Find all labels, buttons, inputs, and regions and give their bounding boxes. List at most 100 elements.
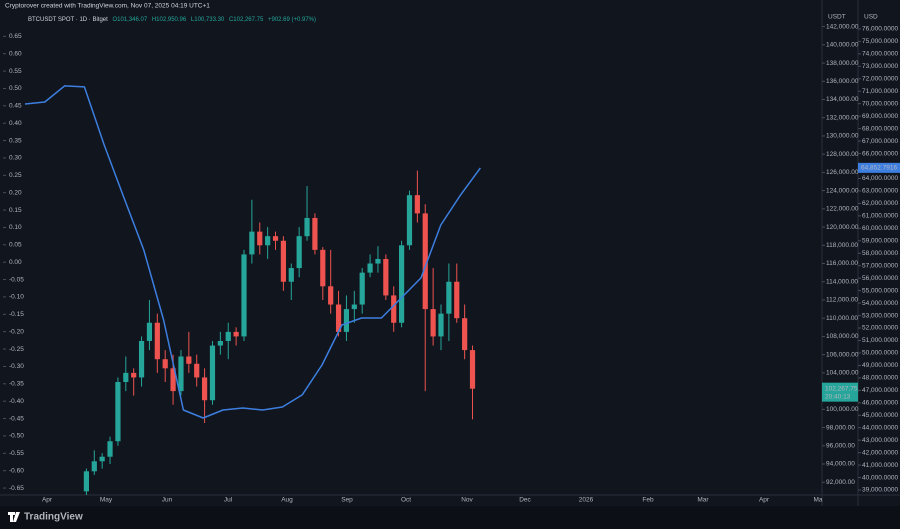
- tick-label: 132,000.00: [826, 114, 859, 121]
- candle-body: [280, 240, 286, 282]
- candle-body: [233, 331, 239, 337]
- logo-icon: [8, 512, 20, 522]
- candle-body: [446, 281, 452, 314]
- tick-label: 0.55: [9, 68, 22, 75]
- plot-area: [25, 85, 482, 495]
- tick-label: 122,000.00: [826, 206, 859, 213]
- candle-body: [178, 356, 184, 392]
- tick-label: 120,000.00: [826, 224, 859, 231]
- symbol-line: BTCUSDT SPOT · 1D · Bitget O101,346.07 H…: [28, 17, 316, 23]
- tick-label: -0.15: [9, 311, 24, 318]
- tick-label: 44,000.0000: [862, 424, 899, 431]
- candle-body: [209, 345, 216, 401]
- axis2-title: USD: [864, 14, 878, 21]
- tick-label: 136,000.00: [826, 78, 859, 85]
- tick-label: 138,000.00: [826, 60, 859, 67]
- tick-label: 106,000.00: [826, 351, 859, 358]
- tick-label: 98,000.00: [826, 424, 855, 431]
- candle-body: [107, 441, 113, 457]
- candle-body: [320, 249, 326, 287]
- candle-body: [288, 268, 294, 282]
- price-label-box: [822, 382, 858, 402]
- tick-label: 0.05: [9, 242, 22, 249]
- candle-body: [343, 309, 350, 332]
- candle-body: [146, 322, 153, 341]
- x-tick-label: Apr: [42, 497, 53, 504]
- candle-body: [194, 363, 200, 378]
- x-tick-label: Jun: [162, 497, 173, 504]
- candle-body: [131, 372, 137, 378]
- ohlc-high: H102,950.96: [152, 17, 187, 23]
- indicator-label-box: [858, 162, 900, 173]
- x-tick-label: Ma: [813, 497, 822, 504]
- tick-label: 0.20: [9, 189, 22, 196]
- candle-body: [265, 236, 271, 246]
- candle-body: [138, 340, 145, 378]
- tick-label: -0.05: [9, 276, 24, 283]
- tick-label: 72,000.0000: [862, 76, 899, 83]
- tick-label: -0.25: [9, 346, 24, 353]
- candle-body: [249, 231, 255, 255]
- tick-label: 74,000.0000: [862, 51, 899, 58]
- ohlc-low: L100,733.30: [191, 17, 225, 23]
- tick-label: 96,000.00: [826, 443, 855, 450]
- tick-label: 40,000.0000: [862, 474, 899, 481]
- tick-label: -0.40: [9, 398, 24, 405]
- candle-body: [217, 340, 223, 346]
- candle-body: [304, 217, 310, 237]
- chart-background: [0, 0, 900, 506]
- x-tick-label: Aug: [281, 497, 293, 504]
- tick-label: -0.45: [9, 415, 24, 422]
- tick-label: 69,000.0000: [862, 113, 899, 120]
- tick-label: 0.50: [9, 85, 22, 92]
- candle-body: [469, 350, 476, 389]
- tick-label: 0.35: [9, 137, 22, 144]
- tick-label: 130,000.00: [826, 133, 859, 140]
- tick-label: 0.60: [9, 50, 22, 57]
- tick-label: 142,000.00: [826, 23, 859, 30]
- tick-label: 140,000.00: [826, 42, 859, 49]
- ohlc-change: +902.69 (+0.97%): [268, 17, 316, 23]
- tick-label: -0.30: [9, 363, 24, 370]
- tick-label: 63,000.0000: [862, 188, 899, 195]
- candle-body: [123, 372, 129, 382]
- candle-body: [186, 356, 192, 364]
- tick-label: 45,000.0000: [862, 412, 899, 419]
- candle-body: [154, 322, 160, 360]
- tick-label: 76,000.0000: [862, 26, 899, 33]
- tick-label: -0.60: [9, 467, 24, 474]
- tick-label: 104,000.00: [826, 370, 859, 377]
- tick-label: 64,000.0000: [862, 175, 899, 182]
- x-tick-label: Apr: [759, 497, 770, 504]
- candle-body: [170, 368, 176, 392]
- tick-label: 134,000.00: [826, 96, 859, 103]
- tick-label: 70,000.0000: [862, 100, 899, 107]
- candle-body: [462, 318, 468, 351]
- tick-label: 100,000.00: [826, 406, 859, 413]
- tick-label: 116,000.00: [826, 260, 858, 267]
- price-label: 102,267.75: [825, 385, 858, 392]
- tick-label: 0.65: [9, 33, 22, 40]
- tick-label: 108,000.00: [826, 333, 859, 340]
- candle-body: [257, 231, 263, 246]
- candle-body: [454, 281, 460, 319]
- candle-body: [438, 313, 444, 337]
- tick-label: 0.15: [9, 207, 22, 214]
- tick-label: 39,000.0000: [862, 487, 899, 494]
- footer: [0, 506, 900, 529]
- tick-label: -0.65: [9, 485, 24, 492]
- x-tick-label: 2026: [579, 497, 594, 504]
- axis-title: USDT: [828, 14, 846, 21]
- tick-label: 73,000.0000: [862, 63, 899, 70]
- tick-label: 110,000.00: [826, 315, 858, 322]
- tick-label: 47,000.0000: [862, 387, 899, 394]
- candle-body: [414, 195, 420, 214]
- tick-label: 60,000.0000: [862, 225, 899, 232]
- x-tick-label: Dec: [519, 497, 531, 504]
- tick-label: 128,000.00: [826, 151, 859, 158]
- symbol: BTCUSDT SPOT · 1D · Bitget: [28, 17, 108, 23]
- tick-label: 92,000.00: [826, 479, 855, 486]
- tick-label: -0.55: [9, 450, 24, 457]
- credit: Cryptorover created with TradingView.com…: [5, 3, 210, 10]
- tick-label: 50,000.0000: [862, 350, 899, 357]
